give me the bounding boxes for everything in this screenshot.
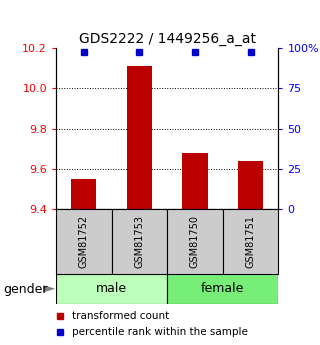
Bar xyxy=(127,66,152,209)
Bar xyxy=(167,209,223,274)
Bar xyxy=(182,152,207,209)
Text: GSM81752: GSM81752 xyxy=(79,215,89,268)
Text: GSM81753: GSM81753 xyxy=(134,215,144,268)
Polygon shape xyxy=(43,285,55,293)
Text: GSM81751: GSM81751 xyxy=(246,215,256,268)
Text: gender: gender xyxy=(3,283,48,296)
Title: GDS2222 / 1449256_a_at: GDS2222 / 1449256_a_at xyxy=(79,32,256,46)
Bar xyxy=(56,274,167,304)
Bar xyxy=(223,209,278,274)
Bar xyxy=(56,209,112,274)
Bar xyxy=(167,274,278,304)
Text: transformed count: transformed count xyxy=(72,311,169,321)
Text: female: female xyxy=(201,283,244,295)
Text: male: male xyxy=(96,283,127,295)
Bar xyxy=(112,209,167,274)
Text: percentile rank within the sample: percentile rank within the sample xyxy=(72,327,247,337)
Text: GSM81750: GSM81750 xyxy=(190,215,200,268)
Bar xyxy=(71,179,96,209)
Bar xyxy=(238,160,263,209)
